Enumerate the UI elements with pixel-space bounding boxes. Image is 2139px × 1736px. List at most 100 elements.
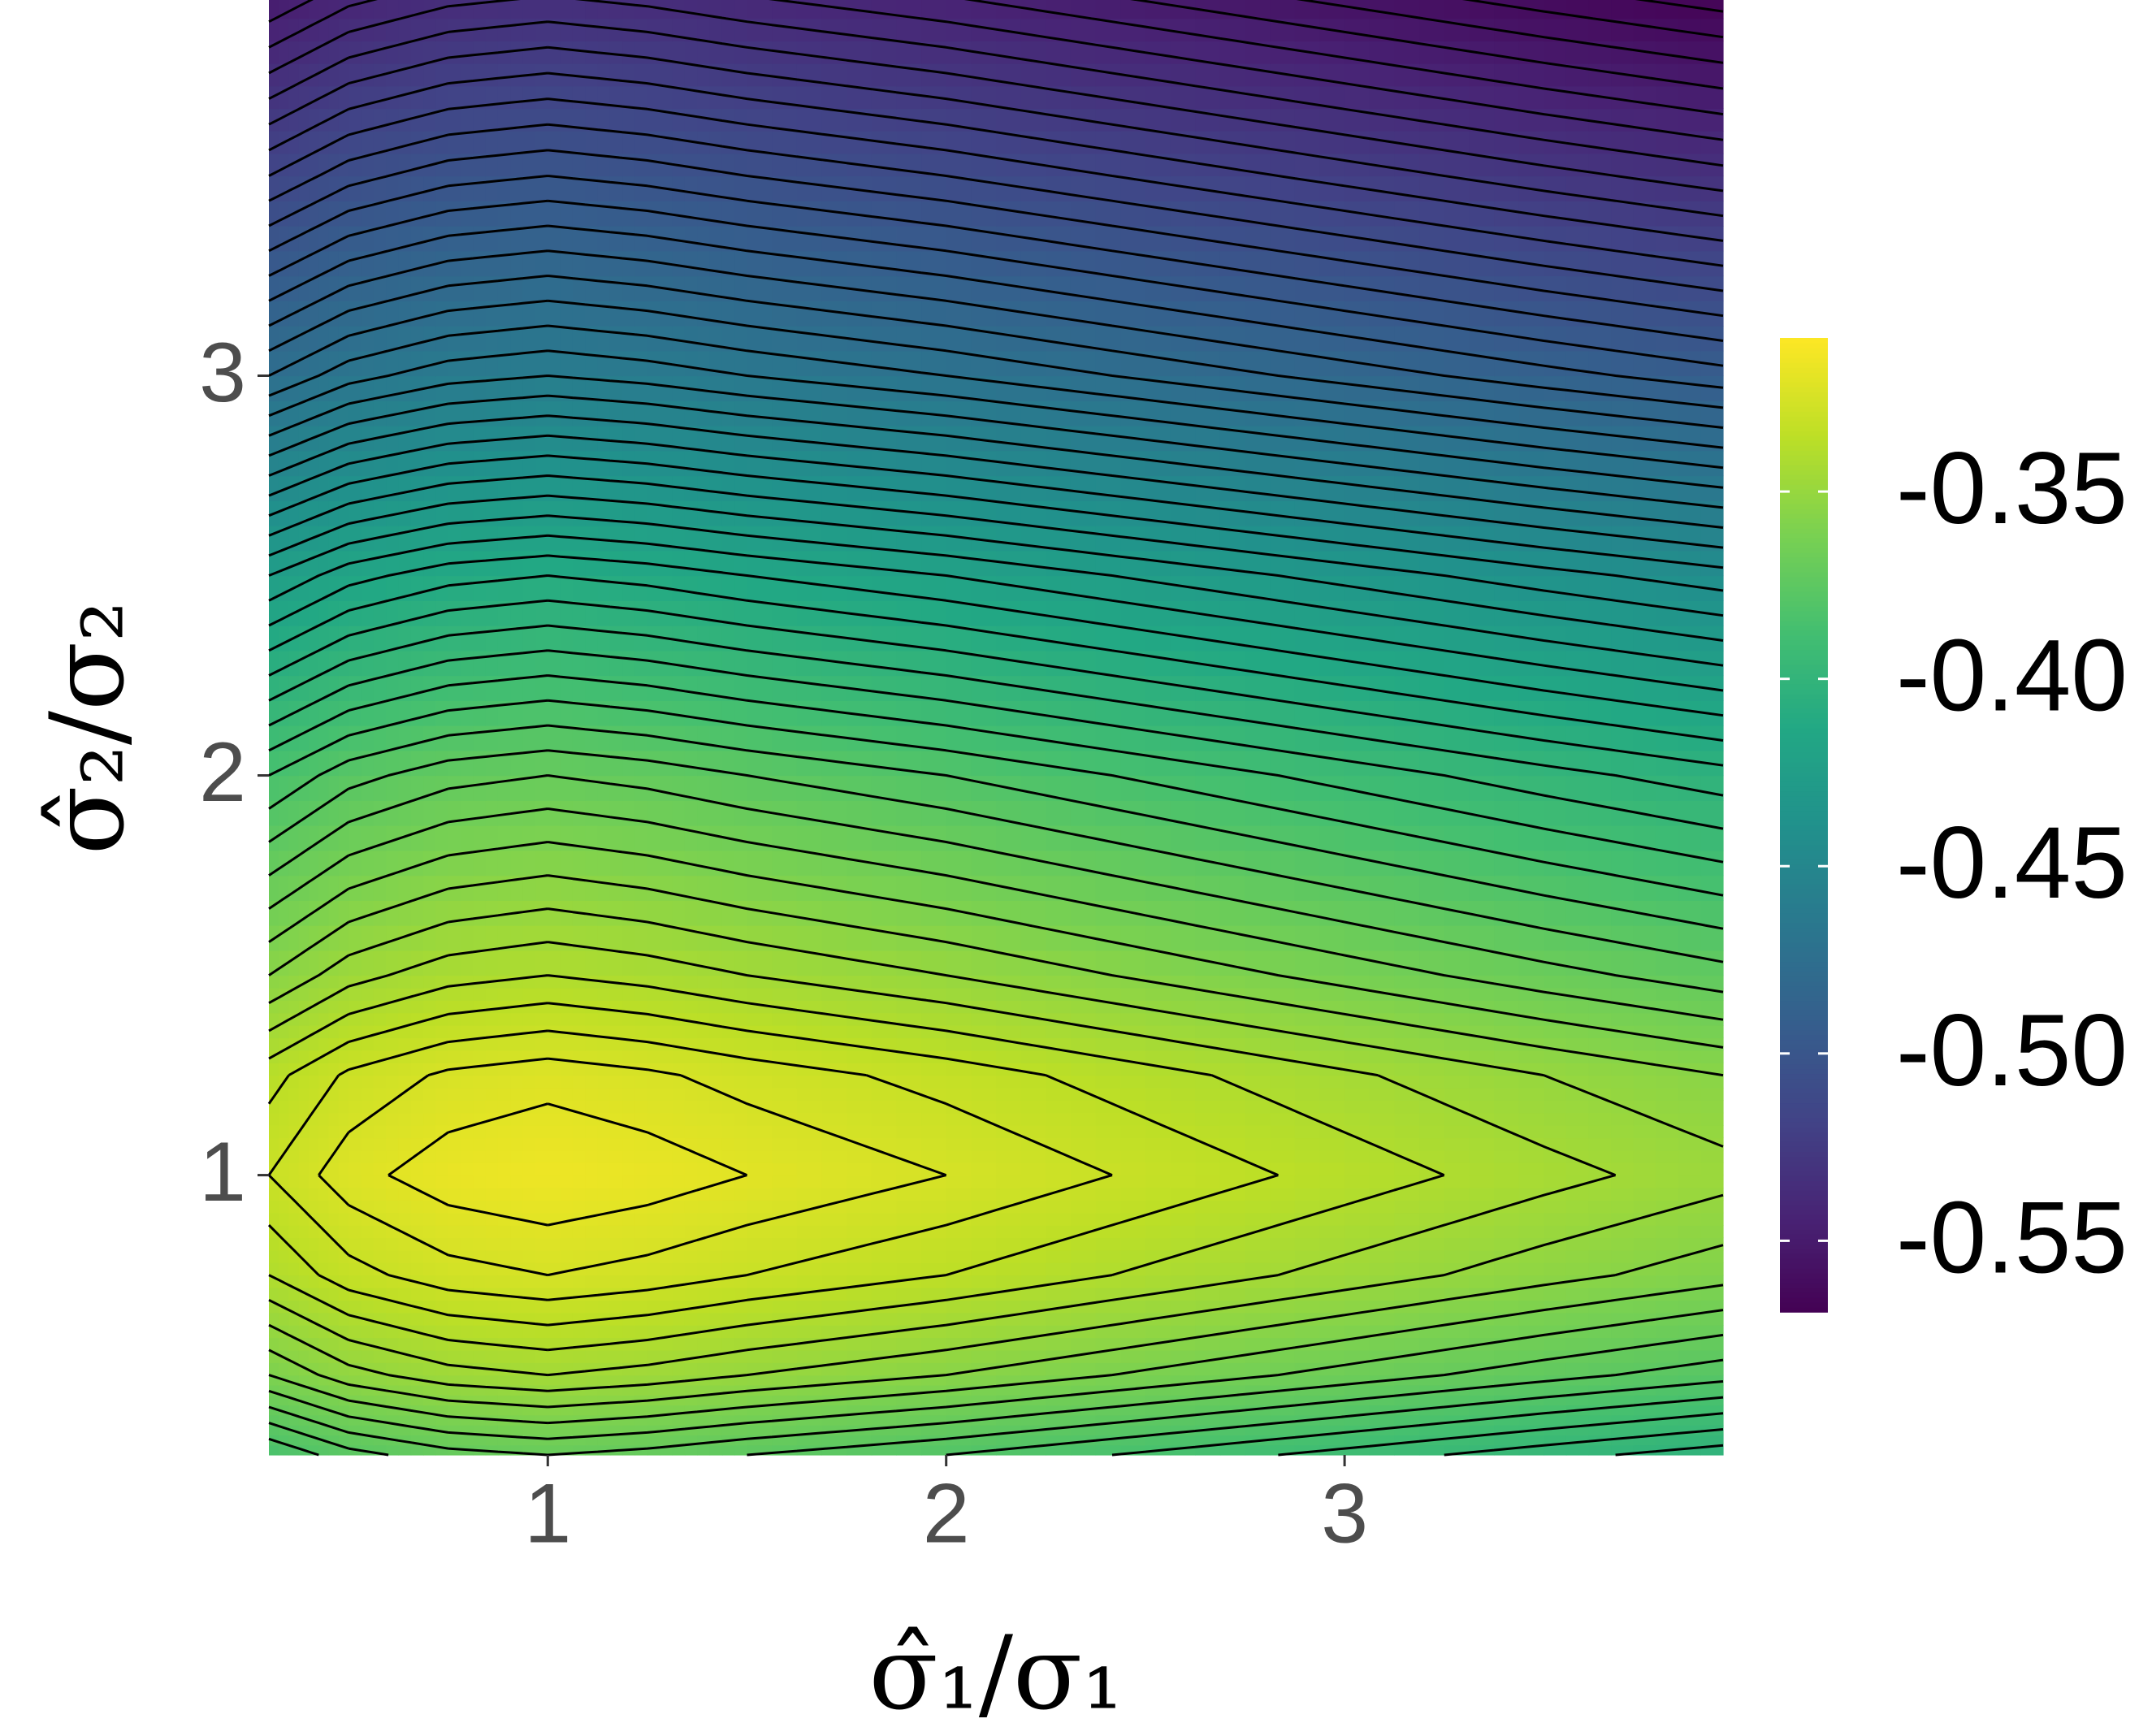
heat-cell [1394, 1137, 1420, 1151]
heat-cell [1444, 1137, 1470, 1151]
heat-cell [1344, 1362, 1370, 1376]
heat-cell [269, 1212, 279, 1226]
heat-cell [971, 925, 997, 951]
heat-cell [485, 400, 499, 426]
heat-cell [1394, 875, 1420, 901]
heat-cell [535, 626, 548, 652]
heat-cell [522, 1037, 536, 1051]
heat-cell [535, 1012, 548, 1026]
heat-cell [697, 1444, 711, 1456]
heat-cell [1565, 1312, 1590, 1326]
heat-cell [721, 600, 735, 626]
heat-cell [309, 600, 319, 626]
heat-cell [709, 1112, 723, 1126]
heat-cell [1633, 1087, 1656, 1101]
heat-cell [373, 1175, 387, 1188]
heat-cell [609, 1037, 623, 1051]
heat-cell [1145, 1212, 1171, 1226]
heat-cell [1294, 1405, 1321, 1416]
heat-cell [448, 526, 461, 552]
heat-cell [1219, 1200, 1246, 1214]
heat-cell [535, 1249, 548, 1263]
heat-cell [672, 1063, 686, 1076]
heat-cell [473, 1405, 487, 1416]
heat-cell [269, 1100, 279, 1114]
heat-cell [597, 1435, 611, 1446]
heat-cell [423, 975, 436, 989]
heat-cell [946, 1200, 972, 1214]
heat-cell [1219, 1312, 1246, 1326]
heat-cell [821, 1384, 847, 1396]
heat-cell [796, 1375, 823, 1386]
heat-cell [1544, 1100, 1567, 1114]
heat-cell [684, 675, 698, 701]
heat-cell [796, 426, 823, 452]
heat-cell [373, 1125, 387, 1139]
heat-cell [1494, 1262, 1520, 1276]
heat-cell [410, 1037, 424, 1051]
heat-cell [1270, 1300, 1296, 1314]
heat-cell [279, 1063, 290, 1076]
heat-cell [288, 1162, 300, 1176]
heat-cell [1444, 1175, 1470, 1188]
heat-cell [535, 825, 548, 851]
heat-cell [647, 1175, 660, 1188]
heat-cell [373, 650, 387, 677]
heat-cell [1319, 700, 1345, 726]
heat-cell [318, 550, 330, 577]
heat-cell [709, 1435, 723, 1446]
heat-cell [386, 1063, 399, 1076]
heat-cell [522, 1395, 536, 1406]
heat-cell [1394, 900, 1420, 926]
heat-cell [946, 1175, 972, 1188]
heat-cell [373, 725, 387, 751]
heat-cell [971, 1175, 997, 1188]
heat-cell [1294, 987, 1321, 1001]
heat-cell [597, 1050, 611, 1063]
heat-cell [522, 950, 536, 976]
heat-cell [1444, 1395, 1470, 1406]
heat-cell [996, 1100, 1022, 1114]
heat-cell [996, 650, 1022, 677]
heat-cell [697, 1249, 711, 1263]
heat-cell [1219, 950, 1246, 976]
heat-cell [423, 526, 436, 552]
heat-cell [361, 1375, 375, 1386]
heat-cell [721, 1200, 735, 1214]
heat-cell [1270, 1075, 1296, 1089]
heat-cell [1344, 1349, 1370, 1363]
heat-cell [288, 1337, 300, 1351]
heat-cell [684, 1225, 698, 1239]
heat-cell [1294, 1325, 1321, 1339]
heat-cell [560, 675, 574, 701]
heat-cell [1270, 650, 1296, 677]
heat-cell [1120, 1200, 1146, 1214]
heat-cell [269, 1312, 279, 1326]
heat-cell [1319, 1100, 1345, 1114]
heat-cell [435, 925, 449, 951]
heat-cell [1369, 1200, 1396, 1214]
heat-cell [796, 575, 823, 601]
heat-cell [871, 1162, 897, 1176]
heat-cell [672, 825, 686, 851]
heat-cell [423, 750, 436, 777]
heat-cell [1046, 800, 1072, 826]
heat-cell [796, 1349, 823, 1363]
heat-cell [1656, 1125, 1679, 1139]
heat-cell [1095, 600, 1121, 626]
heat-cell [585, 1375, 599, 1386]
heat-cell [946, 1249, 972, 1263]
heat-cell [609, 1125, 623, 1139]
heat-cell [386, 675, 399, 701]
heat-cell [318, 675, 330, 701]
heat-cell [1145, 1405, 1171, 1416]
heat-cell [721, 875, 735, 901]
heat-cell [921, 1149, 947, 1163]
heat-cell [734, 800, 748, 826]
heat-cell [734, 850, 748, 877]
heat-cell [1344, 900, 1370, 926]
heat-cell [896, 1444, 922, 1456]
heat-cell [386, 1037, 399, 1051]
heat-cell [1369, 1362, 1396, 1376]
heat-cell [1294, 500, 1321, 526]
